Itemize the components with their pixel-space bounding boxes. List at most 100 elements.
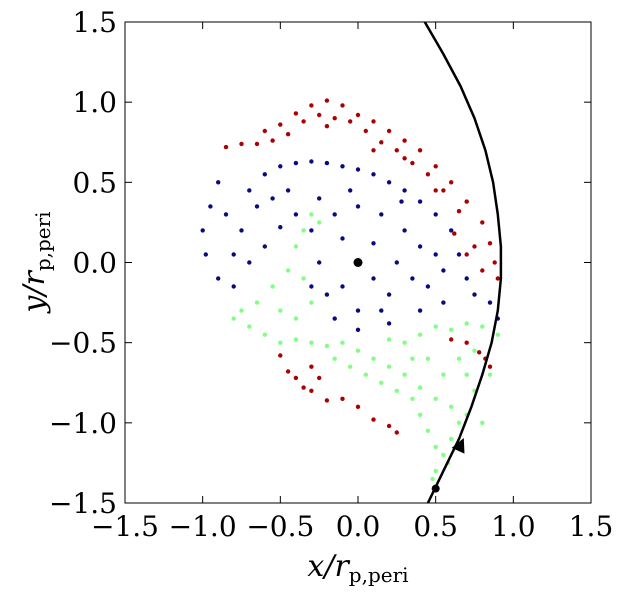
data-point: [363, 372, 368, 377]
data-point: [355, 204, 361, 209]
data-point: [456, 252, 462, 257]
data-point: [332, 316, 337, 321]
data-point: [487, 372, 493, 377]
data-point: [317, 260, 322, 265]
data-point: [394, 430, 399, 435]
data-point: [309, 364, 314, 369]
data-point: [371, 356, 376, 361]
data-point: [355, 308, 361, 313]
data-point: [456, 420, 462, 425]
data-point: [309, 284, 314, 289]
data-point: [254, 300, 260, 305]
data-point: [433, 324, 438, 329]
data-point: [285, 369, 291, 374]
data-point: [324, 343, 330, 349]
data-point: [433, 444, 438, 450]
data-point: [410, 276, 415, 281]
data-point: [410, 160, 415, 166]
data-point: [270, 196, 275, 201]
x-tick-label: −0.5: [246, 510, 314, 543]
data-point: [293, 160, 299, 166]
data-point: [425, 284, 431, 289]
data-point: [340, 284, 345, 289]
data-point: [309, 388, 314, 393]
data-point: [293, 244, 299, 249]
data-point: [492, 260, 497, 265]
center-dot: [353, 258, 363, 267]
data-point: [464, 252, 469, 257]
data-point: [239, 228, 244, 233]
orbit-dot: [431, 484, 440, 493]
data-point: [425, 428, 431, 433]
data-point: [472, 348, 477, 353]
data-point: [441, 452, 446, 458]
data-point: [433, 188, 438, 193]
data-point: [417, 308, 423, 313]
data-point: [464, 340, 469, 345]
data-point: [309, 340, 314, 345]
data-point: [348, 364, 353, 369]
data-point: [254, 204, 260, 209]
x-tick-label: 0.0: [336, 510, 381, 543]
data-point: [285, 268, 291, 273]
data-point: [379, 140, 384, 145]
data-point: [425, 172, 431, 177]
data-point: [262, 172, 267, 177]
data-point: [301, 385, 306, 390]
data-point: [410, 356, 415, 361]
data-point: [317, 375, 322, 381]
data-point: [441, 268, 446, 273]
data-point: [200, 228, 205, 233]
data-point: [324, 398, 330, 403]
data-point: [285, 188, 291, 193]
data-point: [247, 188, 252, 193]
data-point: [379, 308, 384, 313]
data-point: [340, 103, 345, 108]
data-point: [293, 111, 299, 116]
data-point: [433, 252, 438, 257]
data-point: [417, 199, 423, 204]
y-tick-label: −0.5: [49, 327, 117, 360]
data-point: [348, 119, 353, 124]
data-point: [371, 148, 376, 153]
data-point: [216, 180, 221, 185]
data-point: [449, 436, 454, 442]
x-axis: −1.5 −1.0 −0.5 0.0 0.5 1.0 1.5: [91, 22, 613, 543]
data-point: [487, 364, 493, 369]
data-point: [355, 348, 361, 353]
data-point: [417, 412, 423, 417]
data-point: [472, 244, 477, 249]
data-point: [433, 396, 438, 401]
data-point: [402, 138, 407, 143]
data-point: [371, 276, 376, 281]
data-point: [293, 337, 299, 342]
data-point: [231, 316, 236, 321]
data-point: [262, 332, 267, 337]
data-point: [262, 128, 267, 134]
center-marker: [347, 251, 369, 274]
data-point: [203, 252, 208, 257]
data-point: [394, 148, 399, 153]
data-point: [301, 228, 306, 233]
y-tick-label: 0.0: [72, 247, 117, 280]
data-point: [402, 372, 407, 377]
data-point: [425, 356, 431, 361]
data-point: [317, 112, 322, 118]
data-point: [309, 228, 314, 233]
data-point: [293, 375, 299, 381]
data-point: [231, 284, 236, 289]
data-point: [324, 98, 330, 103]
data-point: [456, 209, 462, 214]
data-point: [262, 244, 267, 249]
data-point: [430, 476, 435, 482]
data-point: [449, 180, 454, 185]
orbit-layer: [423, 22, 503, 503]
data-point: [293, 316, 299, 321]
data-point: [223, 212, 229, 217]
data-point: [223, 144, 229, 150]
data-point: [410, 396, 415, 401]
data-point: [386, 292, 392, 297]
data-point: [348, 188, 353, 193]
data-point: [449, 404, 454, 409]
